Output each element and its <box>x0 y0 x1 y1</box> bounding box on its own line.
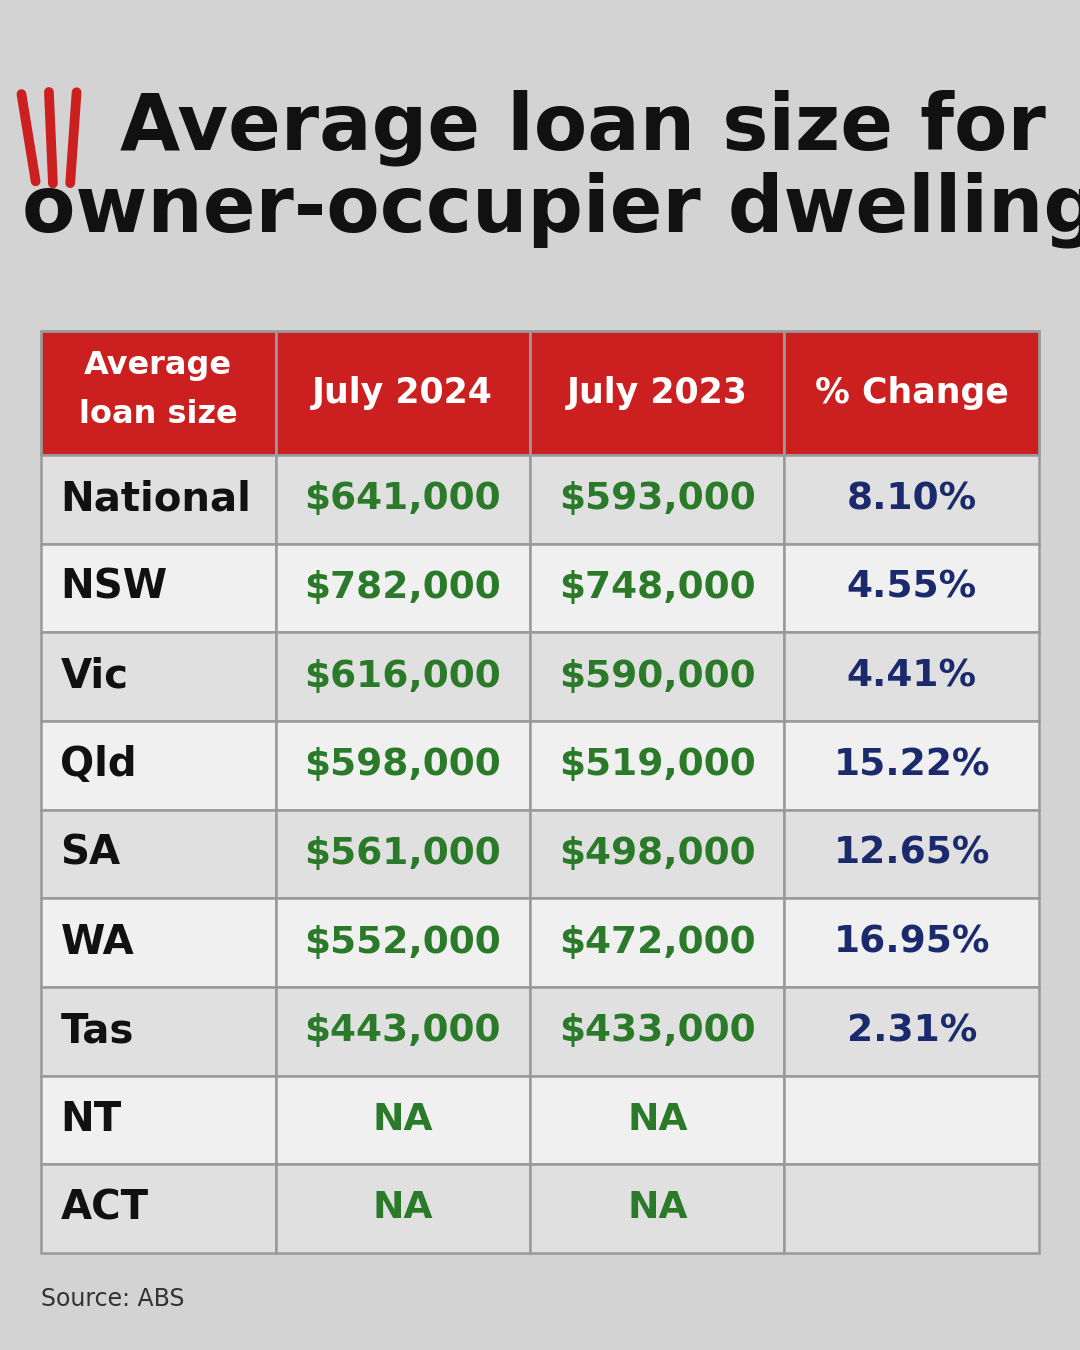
Text: $472,000: $472,000 <box>559 925 756 961</box>
Text: National: National <box>60 479 252 520</box>
Text: NA: NA <box>627 1102 688 1138</box>
Text: Tas: Tas <box>60 1011 134 1052</box>
Text: $593,000: $593,000 <box>558 481 756 517</box>
Text: WA: WA <box>60 922 134 963</box>
Text: SA: SA <box>60 834 121 873</box>
Text: NA: NA <box>627 1191 688 1227</box>
Text: July 2023: July 2023 <box>567 375 747 410</box>
Text: Average: Average <box>84 351 232 381</box>
Text: owner-occupier dwellings: owner-occupier dwellings <box>22 171 1080 247</box>
Text: % Change: % Change <box>814 375 1009 410</box>
Text: 8.10%: 8.10% <box>847 481 976 517</box>
Text: ACT: ACT <box>60 1188 149 1228</box>
Text: 12.65%: 12.65% <box>834 836 990 872</box>
Text: NA: NA <box>373 1102 433 1138</box>
Text: $519,000: $519,000 <box>558 748 756 783</box>
Text: NSW: NSW <box>60 568 167 608</box>
Text: $443,000: $443,000 <box>305 1014 501 1049</box>
Text: $498,000: $498,000 <box>559 836 756 872</box>
Text: 15.22%: 15.22% <box>834 748 990 783</box>
Text: Qld: Qld <box>60 745 137 786</box>
Text: Average loan size for: Average loan size for <box>120 90 1047 166</box>
Text: loan size: loan size <box>79 400 238 429</box>
Text: $782,000: $782,000 <box>305 570 501 606</box>
Text: $616,000: $616,000 <box>305 659 501 695</box>
Text: $561,000: $561,000 <box>305 836 501 872</box>
Text: 4.55%: 4.55% <box>847 570 976 606</box>
Text: $598,000: $598,000 <box>305 748 501 783</box>
Text: $641,000: $641,000 <box>305 481 501 517</box>
Text: NT: NT <box>60 1100 122 1139</box>
Text: 16.95%: 16.95% <box>834 925 990 961</box>
Text: July 2024: July 2024 <box>312 375 494 410</box>
Text: $433,000: $433,000 <box>559 1014 756 1049</box>
Text: $748,000: $748,000 <box>559 570 756 606</box>
Text: Vic: Vic <box>60 656 129 697</box>
Text: Source: ABS: Source: ABS <box>41 1287 185 1311</box>
Text: 2.31%: 2.31% <box>847 1014 977 1049</box>
Text: $590,000: $590,000 <box>559 659 756 695</box>
Text: 4.41%: 4.41% <box>847 659 976 695</box>
Text: NA: NA <box>373 1191 433 1227</box>
Text: $552,000: $552,000 <box>305 925 501 961</box>
